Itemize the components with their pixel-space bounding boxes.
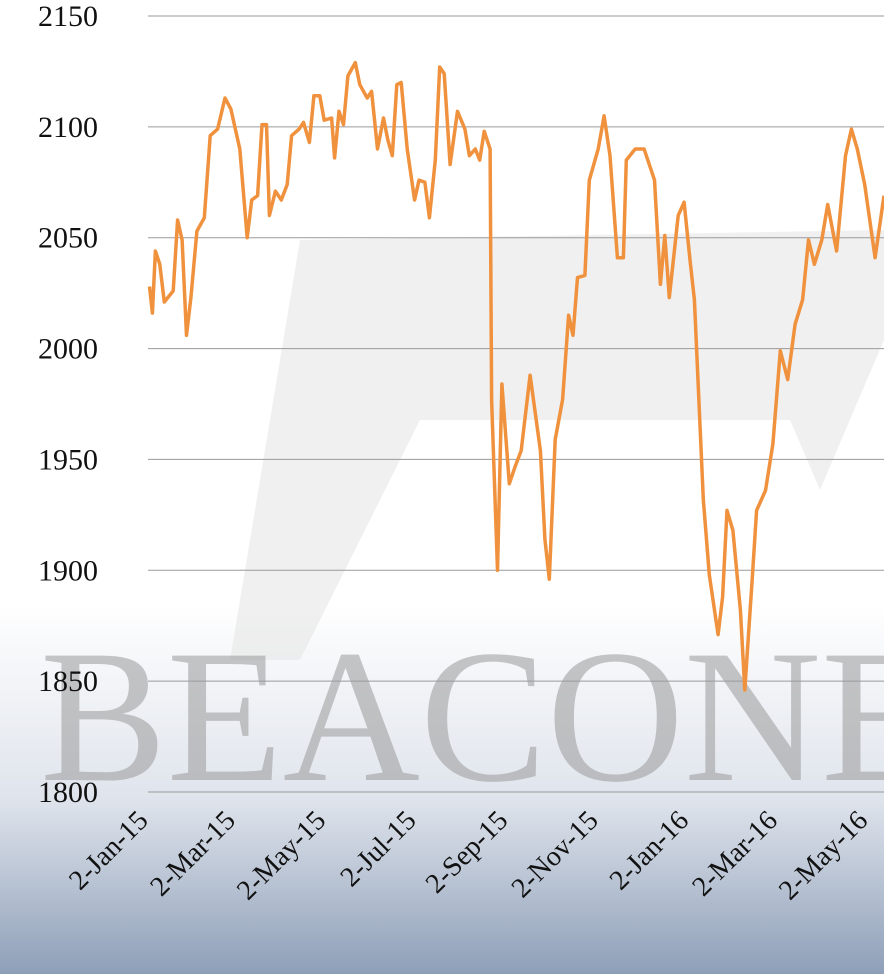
data-line [147,60,884,692]
y-tick-label: 2000 [38,333,98,366]
y-tick-label: 1800 [38,776,98,809]
y-tick-label: 2150 [38,0,98,33]
y-tick-label: 2050 [38,222,98,255]
y-tick-label: 1900 [38,554,98,587]
watermark: BEACONE [40,612,884,822]
y-tick-label: 2100 [38,111,98,144]
y-tick-label: 1850 [38,665,98,698]
logo-shape [230,230,884,660]
y-tick-label: 1950 [38,443,98,476]
